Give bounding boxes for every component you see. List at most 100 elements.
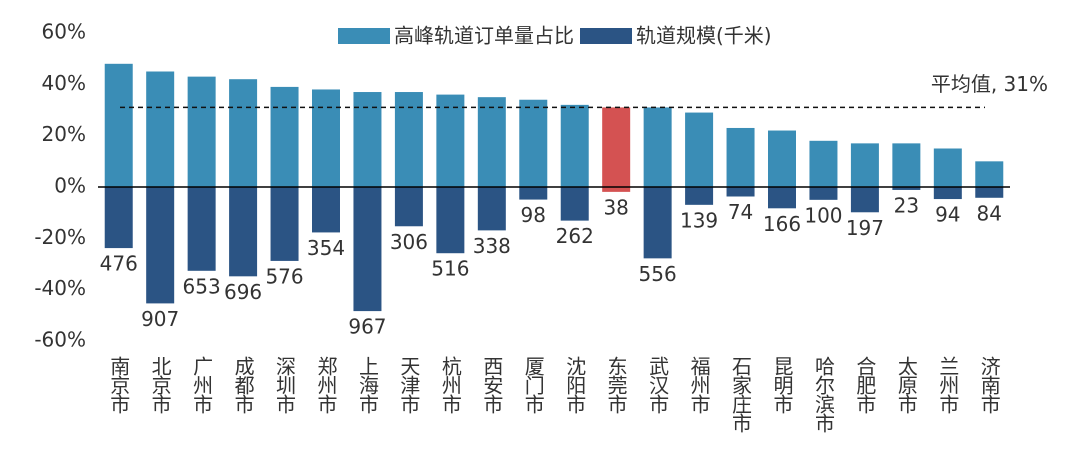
bar: [643, 187, 672, 259]
bar: [643, 107, 672, 187]
bar: [229, 79, 258, 187]
y-tick-label: -60%: [34, 328, 86, 352]
x-tick-label: 哈尔滨市: [811, 356, 835, 433]
bar: [146, 187, 175, 304]
x-tick-label: 福州市: [687, 356, 711, 414]
y-tick-label: 60%: [42, 20, 86, 44]
x-tick-label: 石家庄市: [729, 356, 753, 433]
x-tick-label: 天津市: [397, 356, 421, 414]
y-tick-label: 0%: [54, 174, 86, 198]
bar: [394, 187, 423, 227]
bar: [892, 143, 921, 187]
bar: [850, 143, 879, 187]
value-label: 696: [224, 280, 262, 304]
value-label: 100: [804, 203, 842, 227]
bar: [726, 187, 755, 197]
x-tick-label: 南京市: [107, 356, 131, 414]
legend-swatch: [338, 28, 390, 44]
value-label: 84: [977, 201, 1002, 225]
bar: [187, 187, 216, 271]
value-label: 23: [894, 193, 919, 217]
y-tick-label: 20%: [42, 122, 86, 146]
x-tick-label: 厦门市: [521, 356, 545, 414]
x-tick-label: 太原市: [894, 356, 918, 414]
bar: [768, 130, 796, 187]
bar: [560, 187, 589, 221]
bar: [270, 187, 299, 261]
bar: [312, 89, 340, 187]
value-label: 476: [100, 252, 138, 276]
bar: [353, 92, 382, 187]
bar: [602, 107, 631, 187]
value-label: 338: [473, 234, 511, 258]
x-tick-label: 昆明市: [770, 356, 794, 414]
bar: [187, 76, 216, 187]
value-label: 197: [846, 216, 884, 240]
x-tick-label: 郑州市: [314, 356, 338, 414]
value-label: 139: [680, 208, 718, 232]
x-tick-label: 东莞市: [604, 356, 628, 414]
y-tick-label: -20%: [34, 225, 86, 249]
value-label: 98: [521, 203, 546, 227]
bar: [477, 187, 506, 231]
bar: [560, 104, 589, 187]
bar: [892, 187, 921, 190]
bar: [312, 187, 340, 233]
x-tick-label: 兰州市: [936, 356, 960, 414]
x-tick-label: 上海市: [355, 356, 379, 414]
value-label: 306: [390, 230, 428, 254]
value-label: 94: [935, 203, 960, 227]
x-tick-label: 北京市: [148, 356, 172, 414]
legend-label: 轨道规模(千米): [636, 24, 772, 48]
x-tick-label: 杭州市: [438, 356, 462, 414]
value-label: 556: [639, 262, 677, 286]
bar: [685, 112, 714, 187]
value-label: 262: [556, 224, 594, 248]
value-label: 653: [183, 274, 221, 298]
y-tick-label: 40%: [42, 71, 86, 95]
bar: [726, 127, 755, 187]
bar: [602, 187, 631, 192]
x-tick-label: 济南市: [977, 356, 1001, 414]
x-tick-label: 深圳市: [273, 356, 297, 414]
value-label: 38: [603, 195, 628, 219]
legend-label: 高峰轨道订单量占比: [394, 24, 574, 48]
x-tick-label: 广州市: [190, 356, 214, 414]
x-tick-label: 沈阳市: [563, 356, 587, 414]
bar: [477, 97, 506, 187]
value-label: 166: [763, 212, 801, 236]
bar: [436, 94, 465, 187]
reference-label: 平均值, 31%: [931, 72, 1048, 96]
legend-swatch: [580, 28, 632, 44]
bar: [519, 187, 548, 200]
value-label: 354: [307, 236, 345, 260]
bar: [353, 187, 382, 312]
value-label: 576: [265, 264, 303, 288]
bar: [809, 187, 838, 200]
bar: [933, 148, 962, 187]
value-label: 516: [431, 257, 469, 281]
value-label: 74: [728, 200, 753, 224]
bar: [685, 187, 714, 205]
value-label: 967: [348, 315, 386, 339]
bar: [809, 140, 838, 187]
bar: [104, 187, 133, 249]
bar: [394, 92, 423, 187]
bar: [270, 86, 299, 187]
x-tick-label: 西安市: [480, 356, 504, 414]
bar: [146, 71, 175, 187]
bar: [975, 187, 1004, 198]
bar: [768, 187, 796, 209]
x-tick-label: 成都市: [231, 356, 255, 414]
bar: [436, 187, 465, 254]
value-label: 907: [141, 307, 179, 331]
bar: [975, 161, 1004, 187]
bar: [229, 187, 258, 277]
bar: [104, 63, 133, 187]
bar: [519, 99, 548, 187]
bar: [933, 187, 962, 200]
x-tick-label: 武汉市: [646, 356, 670, 414]
y-tick-label: -40%: [34, 276, 86, 300]
